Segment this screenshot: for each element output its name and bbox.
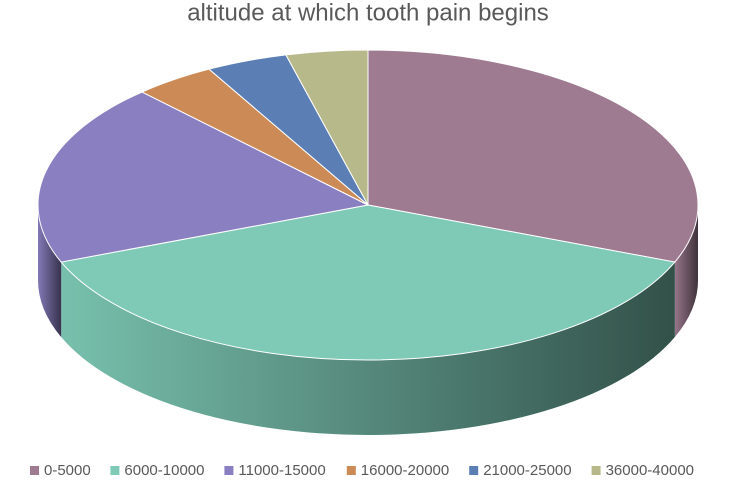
pie-side-shade	[61, 262, 675, 435]
legend-swatch	[224, 466, 234, 475]
legend-label: 36000-40000	[606, 462, 694, 479]
legend-label: 6000-10000	[124, 462, 204, 479]
legend-label: 0-5000	[44, 462, 91, 479]
pie-slice	[285, 49, 369, 206]
legend-label: 16000-20000	[361, 462, 449, 479]
pie-slice	[37, 91, 370, 263]
chart-title: altitude at which tooth pain begins	[187, 0, 549, 26]
legend-swatch	[346, 466, 356, 475]
legend-swatch	[469, 466, 479, 475]
legend-swatch	[591, 466, 601, 475]
pie-side-shade	[38, 205, 62, 338]
legend-swatch	[30, 466, 39, 475]
pie-slice	[367, 49, 699, 263]
legend-label: 11000-15000	[238, 462, 325, 479]
pie-side-shade	[674, 205, 698, 338]
legend-swatch	[110, 466, 120, 475]
pie-slice	[60, 204, 676, 361]
legend-label: 21000-25000	[483, 462, 571, 479]
